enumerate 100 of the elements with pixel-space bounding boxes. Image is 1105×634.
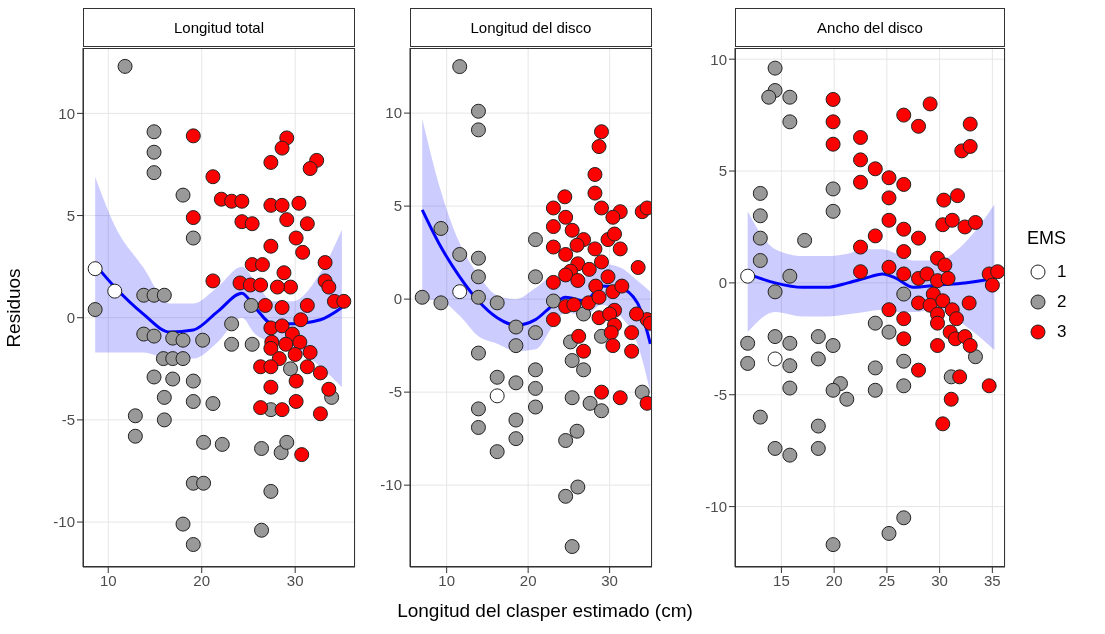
- point: [470, 269, 486, 285]
- point: [825, 181, 841, 197]
- point: [603, 325, 619, 341]
- point: [624, 325, 640, 341]
- point: [263, 483, 279, 499]
- point: [214, 436, 230, 452]
- point: [146, 328, 162, 344]
- point: [527, 232, 543, 248]
- point: [761, 89, 777, 105]
- point: [489, 369, 505, 385]
- point: [224, 316, 240, 332]
- x-tick-label: 15: [773, 571, 790, 589]
- x-tick-label: 20: [193, 571, 211, 589]
- point: [558, 209, 574, 225]
- point: [591, 139, 607, 155]
- point: [782, 358, 798, 374]
- point: [452, 59, 468, 75]
- point: [527, 325, 543, 341]
- point: [205, 396, 221, 412]
- point: [185, 537, 201, 553]
- point: [614, 278, 630, 294]
- point: [470, 122, 486, 138]
- point: [527, 380, 543, 396]
- point: [825, 382, 841, 398]
- y-tick-label: 0: [66, 309, 75, 327]
- point: [576, 343, 592, 359]
- point: [557, 189, 573, 205]
- x-tick-label: 20: [519, 571, 537, 589]
- legend-label: 1: [1057, 262, 1067, 282]
- point: [740, 268, 756, 284]
- point: [782, 447, 798, 463]
- point: [593, 200, 609, 216]
- point: [767, 440, 783, 456]
- point: [587, 241, 603, 257]
- point: [527, 269, 543, 285]
- y-tick-label: 5: [66, 206, 75, 224]
- line-series: [420, 208, 652, 346]
- x-axis-title: Longitud del clasper estimado (cm): [396, 600, 694, 622]
- y-tick-label: 10: [710, 50, 727, 68]
- point: [452, 246, 468, 262]
- point: [605, 209, 621, 225]
- point: [508, 319, 524, 335]
- point: [470, 103, 486, 119]
- point: [569, 237, 585, 253]
- point: [156, 412, 172, 428]
- point: [195, 332, 211, 348]
- point: [196, 434, 212, 450]
- point: [782, 380, 798, 396]
- x-tick-label: 20: [825, 571, 843, 589]
- point: [593, 403, 609, 419]
- x-tick-label: 30: [286, 571, 304, 589]
- point: [825, 338, 841, 354]
- point: [279, 434, 295, 450]
- point: [587, 167, 603, 182]
- point: [612, 390, 628, 406]
- point: [566, 297, 582, 313]
- y-tick-label: -10: [705, 497, 727, 515]
- legend-label: 3: [1057, 322, 1067, 342]
- point: [470, 345, 486, 361]
- point: [146, 369, 162, 385]
- point: [752, 185, 768, 201]
- point: [797, 232, 813, 248]
- point: [630, 260, 646, 276]
- point: [569, 423, 585, 439]
- point: [634, 384, 650, 400]
- point: [545, 239, 561, 255]
- point: [576, 362, 592, 378]
- point: [244, 336, 260, 352]
- point: [752, 230, 768, 246]
- point: [580, 295, 596, 311]
- point: [564, 539, 580, 555]
- point: [508, 412, 524, 428]
- point: [612, 241, 628, 257]
- y-tick-label: 10: [385, 104, 402, 122]
- legend-title: EMS: [1027, 228, 1067, 249]
- point: [810, 440, 826, 456]
- y-tick-label: -5: [713, 386, 727, 404]
- point: [87, 302, 103, 318]
- point: [896, 378, 912, 394]
- point: [752, 409, 768, 425]
- point: [767, 284, 783, 300]
- x-tick-label: 30: [601, 571, 618, 589]
- point: [527, 399, 543, 415]
- point: [810, 351, 826, 367]
- point: [782, 335, 798, 351]
- x-tick-label: 35: [984, 571, 1001, 589]
- point: [508, 431, 524, 447]
- point: [564, 390, 580, 406]
- point: [607, 226, 623, 242]
- y-tick-label: 5: [718, 162, 727, 180]
- point: [175, 351, 191, 367]
- point: [470, 401, 486, 417]
- point: [545, 200, 561, 216]
- point: [896, 353, 912, 369]
- point: [175, 516, 191, 532]
- point: [433, 295, 449, 311]
- point: [489, 444, 505, 460]
- point: [570, 273, 586, 289]
- point: [414, 289, 430, 305]
- chart-title: Ancho del disco: [735, 8, 1005, 47]
